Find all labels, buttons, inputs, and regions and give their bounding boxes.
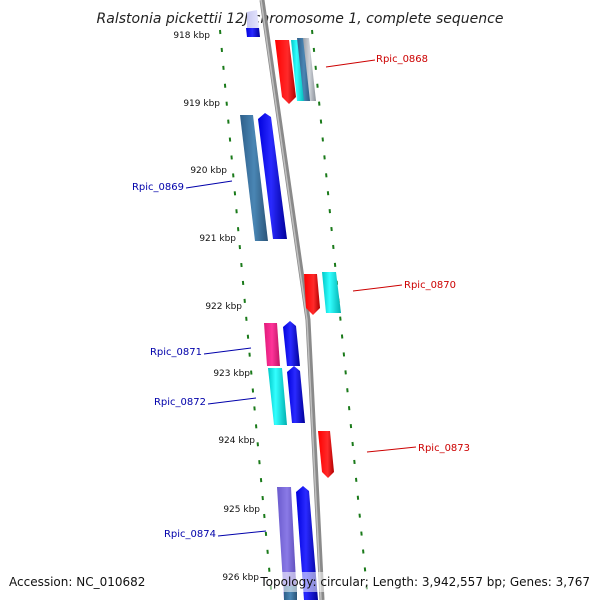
gene-features	[240, 10, 341, 600]
gene-label-rpic-0871[interactable]: Rpic_0871	[150, 347, 202, 358]
gene-arrow-blue[interactable]	[296, 486, 318, 600]
kbp-label: 925 kbp	[223, 505, 260, 515]
summary-text: Topology: circular; Length: 3,942,557 bp…	[259, 575, 590, 589]
leader-line-rpic-0868	[325, 59, 376, 68]
kbp-label: 919 kbp	[183, 99, 220, 109]
gene-arrow-blue[interactable]	[246, 28, 260, 37]
gene-label-leaders	[185, 59, 417, 537]
gene-arrow-cyan[interactable]	[291, 40, 305, 101]
right-tick-dots	[311, 29, 369, 600]
gene-label-rpic-0874[interactable]: Rpic_0874	[164, 529, 216, 540]
gene-arrow-red[interactable]	[275, 40, 296, 104]
gene-arrow-blue[interactable]	[258, 113, 287, 239]
gene-arrow-blue[interactable]	[283, 321, 300, 366]
leader-line-rpic-0870	[352, 284, 403, 292]
footer-summary-bg	[262, 572, 596, 592]
gene-labels: Rpic_0868 Rpic_0869 Rpic_0870 Rpic_0871 …	[132, 54, 470, 540]
accession-text: Accession: NC_010682	[9, 575, 145, 589]
gene-arrow-cyan[interactable]	[322, 272, 341, 313]
gene-arrow-steel[interactable]	[240, 115, 268, 241]
gene-arrow-purple[interactable]	[277, 487, 297, 600]
leader-line-rpic-0871	[203, 347, 252, 355]
leader-line-rpic-0869	[185, 180, 233, 189]
kbp-label: 921 kbp	[199, 234, 236, 244]
gene-arrow-red[interactable]	[304, 274, 320, 315]
gene-label-rpic-0872[interactable]: Rpic_0872	[154, 397, 206, 408]
chromosome-backbone	[259, 0, 325, 600]
kbp-label: 922 kbp	[205, 302, 242, 312]
gene-arrow-pink[interactable]	[264, 323, 280, 366]
leader-line-rpic-0873	[366, 446, 417, 453]
gene-label-rpic-0873[interactable]: Rpic_0873	[418, 443, 470, 454]
leader-line-rpic-0874	[217, 530, 267, 537]
map-title: Ralstonia pickettii 12J chromosome 1, co…	[97, 11, 504, 27]
gene-arrow-gray[interactable]	[303, 38, 316, 101]
gene-label-rpic-0869[interactable]: Rpic_0869	[132, 182, 184, 193]
gene-arrow-cyan[interactable]	[268, 368, 287, 425]
gene-arrow-steel[interactable]	[297, 38, 311, 101]
kbp-scale: 918 kbp 919 kbp 920 kbp 921 kbp 922 kbp …	[173, 31, 260, 583]
gene-label-rpic-0868[interactable]: Rpic_0868	[376, 54, 428, 65]
leader-line-rpic-0872	[207, 397, 257, 405]
kbp-label: 923 kbp	[213, 369, 250, 379]
chromosome-backbone-highlight	[260, 0, 322, 600]
kbp-label: 920 kbp	[190, 166, 227, 176]
kbp-label: 926 kbp	[222, 573, 259, 583]
kbp-label: 924 kbp	[218, 436, 255, 446]
gene-arrow-blue[interactable]	[287, 366, 305, 423]
gene-label-rpic-0870[interactable]: Rpic_0870	[404, 280, 456, 291]
kbp-label: 918 kbp	[173, 31, 210, 41]
gene-arrow-red[interactable]	[318, 431, 334, 478]
